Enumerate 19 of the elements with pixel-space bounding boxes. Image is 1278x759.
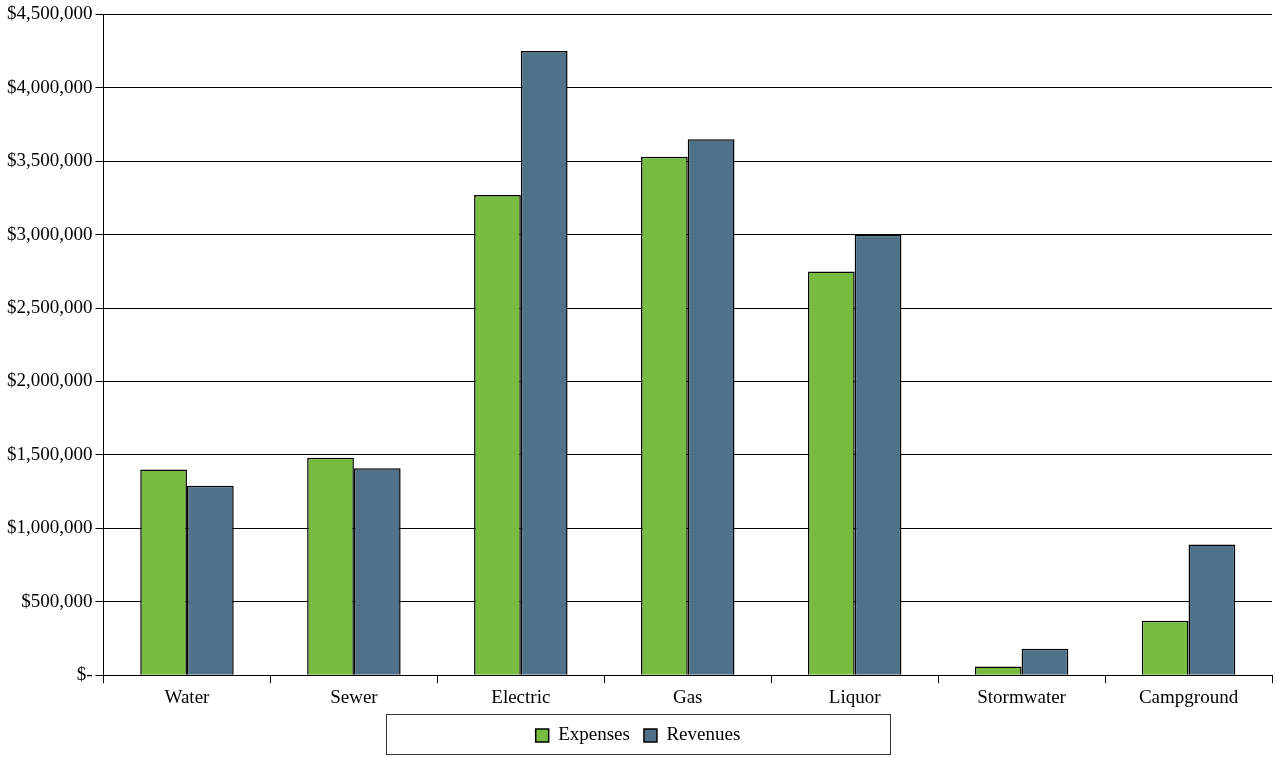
y-tick-label: $1,500,000 bbox=[7, 442, 93, 464]
y-tick-label: $4,500,000 bbox=[7, 2, 93, 24]
x-tick-label: Gas bbox=[672, 685, 703, 707]
x-tick-label: Liquor bbox=[828, 685, 882, 707]
x-tick-label: Water bbox=[164, 685, 211, 707]
y-tick-label: $2,500,000 bbox=[7, 296, 93, 318]
legend-label: Expenses bbox=[558, 723, 630, 745]
x-tick-label: Stormwater bbox=[977, 685, 1067, 707]
y-tick-label: $3,000,000 bbox=[7, 222, 93, 244]
y-tick-label: $4,000,000 bbox=[7, 75, 93, 97]
y-tick-label: $500,000 bbox=[21, 589, 93, 611]
x-tick-label: Campground bbox=[1138, 685, 1239, 707]
legend-label: Revenues bbox=[666, 723, 741, 745]
y-tick-label: $- bbox=[76, 663, 93, 685]
x-tick-label: Sewer bbox=[330, 685, 379, 707]
y-tick-label: $2,000,000 bbox=[7, 369, 93, 391]
y-tick-label: $1,000,000 bbox=[7, 516, 93, 538]
x-tick-label: Electric bbox=[491, 685, 551, 707]
y-tick-label: $3,500,000 bbox=[7, 149, 93, 171]
